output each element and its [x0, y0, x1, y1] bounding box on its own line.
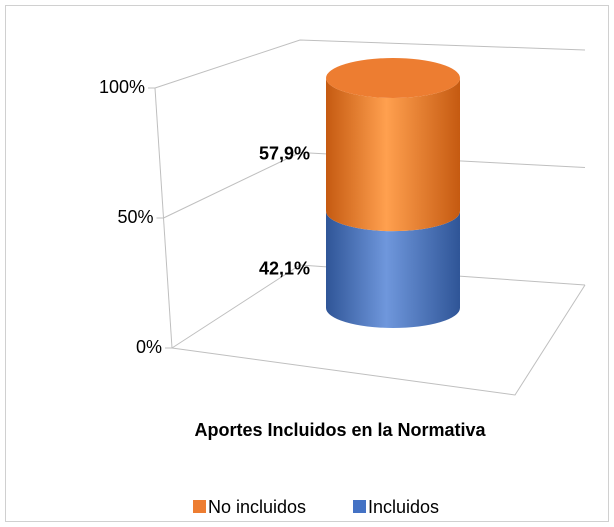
chart-border — [5, 5, 609, 522]
cylinder-segment — [326, 211, 460, 328]
floor-edge — [171, 284, 586, 396]
category-label: Aportes Incluidos en la Normativa — [194, 420, 486, 440]
grid-line — [163, 151, 586, 219]
cylinder-body — [326, 211, 460, 328]
cylinder-top — [326, 58, 460, 98]
cylinder-segment — [326, 58, 460, 232]
legend-swatch — [353, 500, 366, 513]
legend-label: No incluidos — [208, 497, 306, 517]
y-tick-label: 50% — [117, 207, 153, 227]
y-tick-label: 100% — [99, 77, 145, 97]
legend-swatch — [193, 500, 206, 513]
grid-line — [171, 264, 586, 349]
legend-label: Incluidos — [368, 497, 439, 517]
cylinder-body — [326, 78, 460, 232]
data-label: 42,1% — [259, 258, 310, 278]
grid-line — [154, 39, 586, 89]
data-label: 57,9% — [259, 143, 310, 163]
y-tick-label: 0% — [136, 337, 162, 357]
